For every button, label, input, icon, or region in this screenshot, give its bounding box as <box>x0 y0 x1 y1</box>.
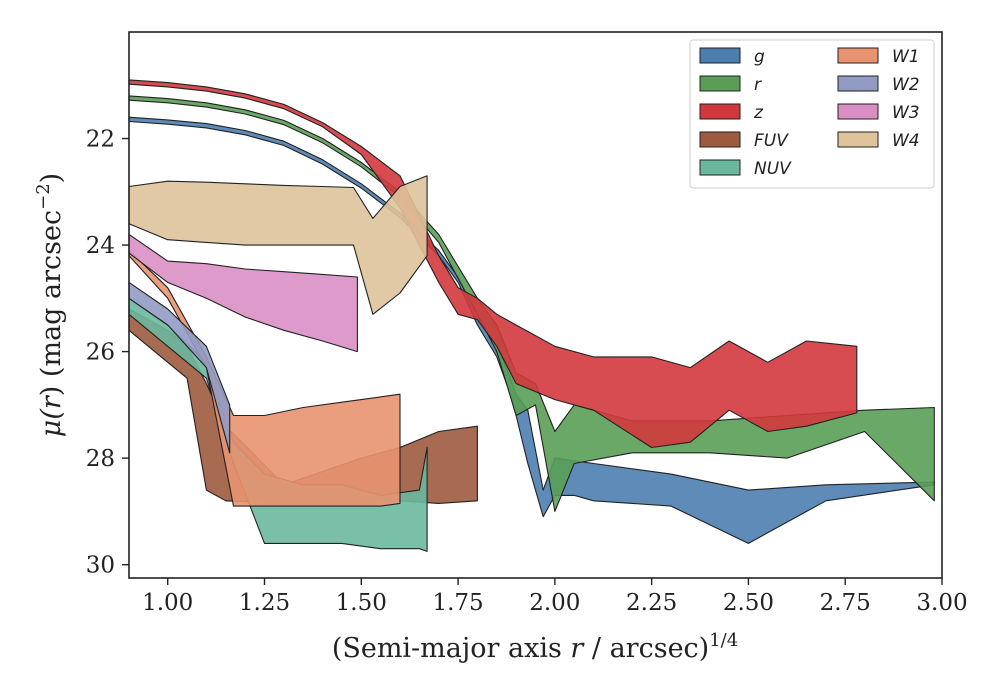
legend-swatch-g <box>699 47 741 64</box>
x-axis-label: (Semi-major axis r / arcsec)1/4 <box>332 630 738 664</box>
legend-swatch-w2 <box>837 75 879 92</box>
x-tick-label: 1.25 <box>239 590 290 616</box>
y-tick-label: 26 <box>86 340 115 366</box>
x-tick-label: 3.00 <box>916 590 967 616</box>
legend-swatch-z <box>699 103 741 120</box>
y-tick-label: 30 <box>86 553 115 579</box>
y-tick-label: 28 <box>86 446 115 472</box>
x-tick-label: 1.50 <box>336 590 387 616</box>
x-tick-label: 2.75 <box>820 590 871 616</box>
y-axis: 22 24 26 28 30 <box>86 127 129 579</box>
legend-label-r: r <box>754 75 762 95</box>
legend-swatch-w1 <box>837 47 879 64</box>
series-band-w4 <box>128 175 428 315</box>
series-areas <box>128 79 935 552</box>
x-tick-label: 2.00 <box>529 590 580 616</box>
y-axis-label: μ(r) (mag arcsec−2) <box>33 173 67 437</box>
legend-label-w1: W1 <box>892 47 920 67</box>
y-tick-label: 22 <box>86 127 115 153</box>
series-band-w1 <box>128 249 401 507</box>
legend-label-g: g <box>754 47 765 67</box>
x-axis: 1.00 1.25 1.50 1.75 2.00 2.25 2.50 2.75 3.00 <box>142 578 968 616</box>
plot-frame <box>128 31 943 579</box>
y-tick-label: 24 <box>86 233 115 259</box>
x-tick-label: 1.00 <box>142 590 193 616</box>
legend-label-nuv: NUV <box>754 159 792 179</box>
legend-label-z: z <box>753 103 764 123</box>
legend-label-w3: W3 <box>892 103 920 123</box>
series-band-w2 <box>128 281 231 454</box>
legend-label-fuv: FUV <box>754 131 789 151</box>
legend-label-w2: W2 <box>892 75 920 95</box>
x-tick-label: 2.50 <box>723 590 774 616</box>
legend-swatch-w4 <box>837 131 879 148</box>
x-tick-label: 2.25 <box>626 590 677 616</box>
legend: grz FUV NUV W1 W2 W3 W4 <box>689 39 935 189</box>
legend-swatch-nuv <box>699 159 741 176</box>
x-tick-label: 1.75 <box>432 590 483 616</box>
series-band-z <box>128 79 858 449</box>
legend-swatch-r <box>699 75 741 92</box>
legend-swatch-w3 <box>837 103 879 120</box>
legend-label-w4: W4 <box>892 131 920 151</box>
series-band-w3 <box>128 233 358 353</box>
legend-swatch-fuv <box>699 131 741 148</box>
